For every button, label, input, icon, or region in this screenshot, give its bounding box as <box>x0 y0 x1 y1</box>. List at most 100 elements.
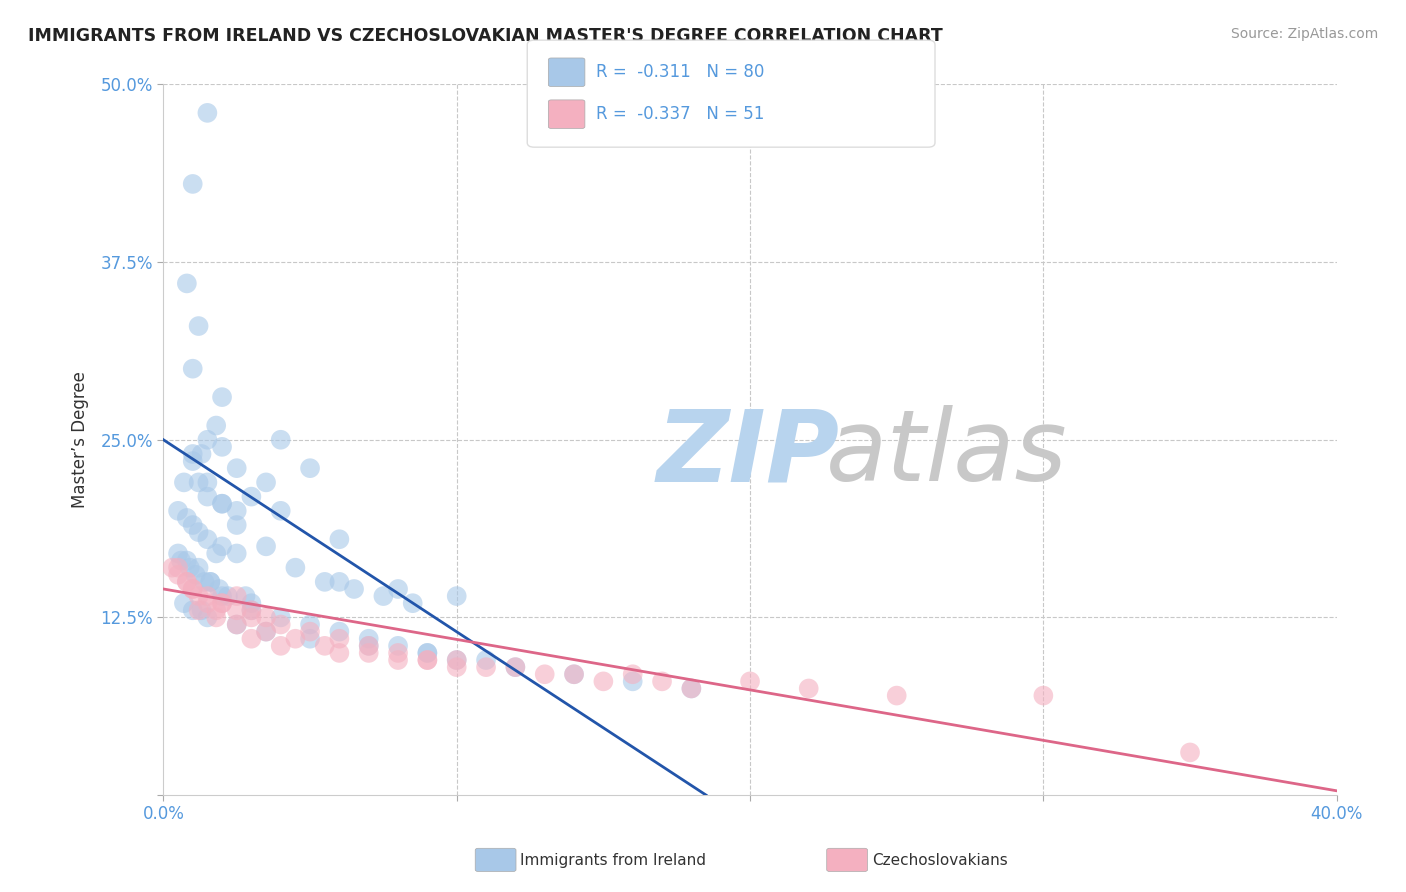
Point <box>505 660 527 674</box>
Point <box>416 646 439 660</box>
Point <box>225 617 247 632</box>
Point <box>416 646 439 660</box>
Point <box>211 596 233 610</box>
Point <box>505 660 527 674</box>
Point <box>446 653 468 667</box>
Point <box>205 603 228 617</box>
Point <box>328 624 350 639</box>
Point <box>197 433 219 447</box>
Point <box>211 596 233 610</box>
Point <box>197 106 219 120</box>
Point <box>217 589 239 603</box>
Point <box>621 674 644 689</box>
Point <box>208 582 231 596</box>
Point <box>387 653 409 667</box>
Point <box>886 689 908 703</box>
Text: R =  -0.311   N = 80: R = -0.311 N = 80 <box>596 63 765 81</box>
Point <box>187 475 209 490</box>
Point <box>187 525 209 540</box>
Point <box>181 454 204 468</box>
Point <box>738 674 761 689</box>
Point <box>284 632 307 646</box>
Point <box>181 361 204 376</box>
Point <box>533 667 555 681</box>
Point <box>211 539 233 553</box>
Point <box>179 560 201 574</box>
Point <box>176 511 198 525</box>
Point <box>562 667 585 681</box>
Point <box>357 639 380 653</box>
Point <box>328 632 350 646</box>
Point <box>211 497 233 511</box>
Text: Czechoslovakians: Czechoslovakians <box>872 854 1008 868</box>
Point <box>416 653 439 667</box>
Point <box>621 667 644 681</box>
Point <box>205 418 228 433</box>
Text: IMMIGRANTS FROM IRELAND VS CZECHOSLOVAKIAN MASTER'S DEGREE CORRELATION CHART: IMMIGRANTS FROM IRELAND VS CZECHOSLOVAKI… <box>28 27 943 45</box>
Point <box>160 560 183 574</box>
Point <box>357 632 380 646</box>
Point <box>299 461 322 475</box>
Point <box>343 582 366 596</box>
Point <box>373 589 395 603</box>
Point <box>270 617 292 632</box>
Point <box>446 589 468 603</box>
Point <box>387 646 409 660</box>
Text: atlas: atlas <box>827 406 1069 502</box>
Point <box>225 589 247 603</box>
Point <box>797 681 820 696</box>
Point <box>240 596 263 610</box>
Point <box>181 518 204 533</box>
Point <box>240 610 263 624</box>
Point <box>200 574 222 589</box>
Point <box>402 596 425 610</box>
Point <box>176 574 198 589</box>
Text: Source: ZipAtlas.com: Source: ZipAtlas.com <box>1230 27 1378 41</box>
Point <box>299 624 322 639</box>
Point <box>328 646 350 660</box>
Point <box>197 596 219 610</box>
Point <box>254 624 277 639</box>
Point <box>197 610 219 624</box>
Point <box>184 567 207 582</box>
Point <box>651 674 673 689</box>
Point <box>187 560 209 574</box>
Point <box>328 574 350 589</box>
Point <box>170 553 193 567</box>
Point <box>173 475 195 490</box>
Text: ZIP: ZIP <box>657 406 839 502</box>
Point <box>167 546 190 560</box>
Point <box>416 653 439 667</box>
Point <box>446 660 468 674</box>
Point <box>225 546 247 560</box>
Point <box>176 277 198 291</box>
Point <box>181 177 204 191</box>
Point <box>357 646 380 660</box>
Point <box>200 574 222 589</box>
Point <box>270 639 292 653</box>
Point <box>167 504 190 518</box>
Point <box>225 518 247 533</box>
Point <box>240 603 263 617</box>
Point <box>205 610 228 624</box>
Point <box>193 574 215 589</box>
Point <box>254 610 277 624</box>
Point <box>176 553 198 567</box>
Point <box>1032 689 1054 703</box>
Point <box>254 475 277 490</box>
Point <box>240 632 263 646</box>
Point <box>446 653 468 667</box>
Point <box>1178 746 1201 760</box>
Point <box>197 475 219 490</box>
Point <box>225 603 247 617</box>
Point <box>270 504 292 518</box>
Point <box>225 461 247 475</box>
Point <box>197 533 219 547</box>
Point <box>181 447 204 461</box>
Point <box>187 589 209 603</box>
Point <box>197 589 219 603</box>
Point <box>475 660 498 674</box>
Point <box>176 574 198 589</box>
Point <box>592 674 614 689</box>
Point <box>187 603 209 617</box>
